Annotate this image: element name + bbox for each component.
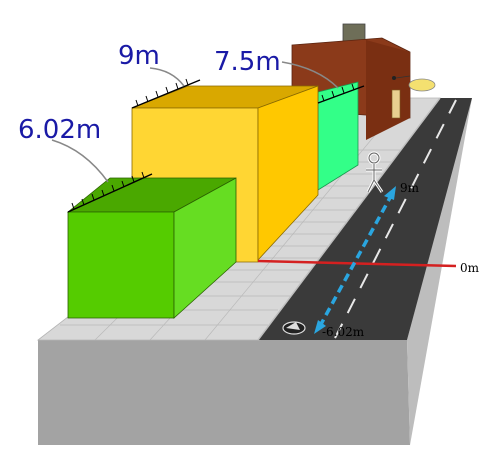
level-arrow [314, 186, 396, 334]
back-block-height-label: 7.5m [214, 47, 281, 77]
road-top-level-label: 9m [400, 181, 420, 195]
leader-lines [51, 61, 339, 183]
front-block-height-label: 6.02m [18, 115, 101, 145]
zero-level-line [257, 259, 457, 268]
base-slab [38, 98, 472, 445]
road-bottom-level-label: -6.02m [322, 325, 365, 339]
road [257, 97, 472, 341]
zero-level-label: 0m [460, 261, 480, 275]
middle-block-height-label: 9m [118, 41, 160, 71]
height-rulers [67, 78, 365, 213]
manhole-icon [282, 321, 306, 335]
block-front [66, 177, 237, 319]
